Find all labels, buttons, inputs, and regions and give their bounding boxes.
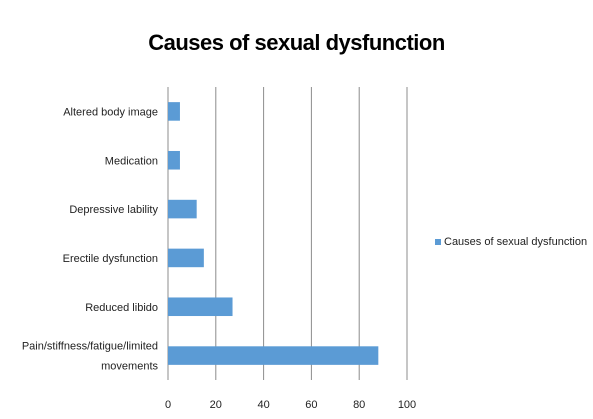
bar: [168, 346, 379, 365]
bar: [168, 248, 204, 268]
legend-swatch: [435, 239, 441, 245]
category-label: Pain/stiffness/fatigue/limited: [22, 341, 158, 353]
category-label: Medication: [105, 155, 158, 167]
x-tick-label: 20: [210, 399, 222, 411]
bar: [168, 199, 197, 219]
category-label: Depressive lability: [69, 204, 158, 216]
category-label: Erectile dysfunction: [63, 253, 158, 265]
legend: Causes of sexual dysfunction: [435, 236, 587, 248]
bar: [168, 297, 233, 317]
category-label: movements: [101, 361, 158, 373]
chart-title: Causes of sexual dysfunction: [148, 30, 445, 55]
x-tick-label: 0: [165, 399, 171, 411]
x-tick-label: 100: [398, 399, 416, 411]
bar: [168, 150, 180, 170]
category-label: Reduced libido: [85, 302, 158, 314]
legend-label: Causes of sexual dysfunction: [444, 236, 588, 248]
x-tick-label: 60: [305, 399, 317, 411]
bar: [168, 102, 180, 121]
category-label: Altered body image: [63, 106, 158, 118]
x-tick-label: 40: [257, 399, 269, 411]
x-tick-label: 80: [353, 399, 365, 411]
